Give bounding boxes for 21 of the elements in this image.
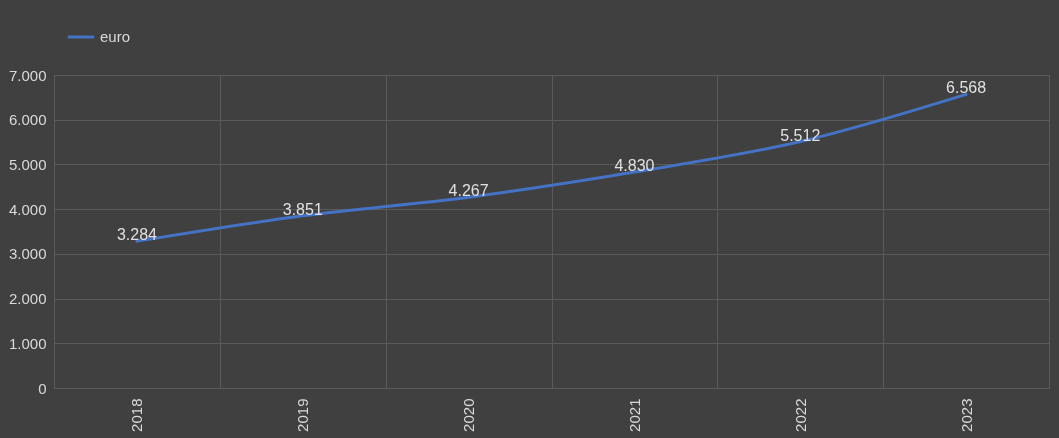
y-tick-label: 1.000 [8,334,47,352]
x-tick-label: 2019 [294,398,312,432]
x-tick-label: 2023 [957,398,975,432]
data-label: 3.851 [282,200,323,218]
x-tick-label: 2018 [128,398,146,432]
x-tick-label: 2021 [625,398,643,432]
data-label: 4.267 [448,182,489,200]
y-tick-label: 3.000 [8,245,47,263]
y-tick-label: 7.000 [8,66,47,84]
x-tick-label: 2020 [460,398,478,432]
y-tick-label: 4.000 [8,200,47,218]
y-tick-label: 2.000 [8,290,47,308]
data-label: 6.568 [946,79,987,97]
y-tick-label: 5.000 [8,155,47,173]
y-tick-label: 6.000 [8,111,47,129]
data-label: 5.512 [780,126,821,144]
legend-label: euro [100,28,131,45]
data-label: 3.284 [116,226,158,244]
data-label: 4.830 [614,157,655,175]
y-tick-label: 0 [38,379,47,397]
x-tick-label: 2022 [791,398,809,432]
